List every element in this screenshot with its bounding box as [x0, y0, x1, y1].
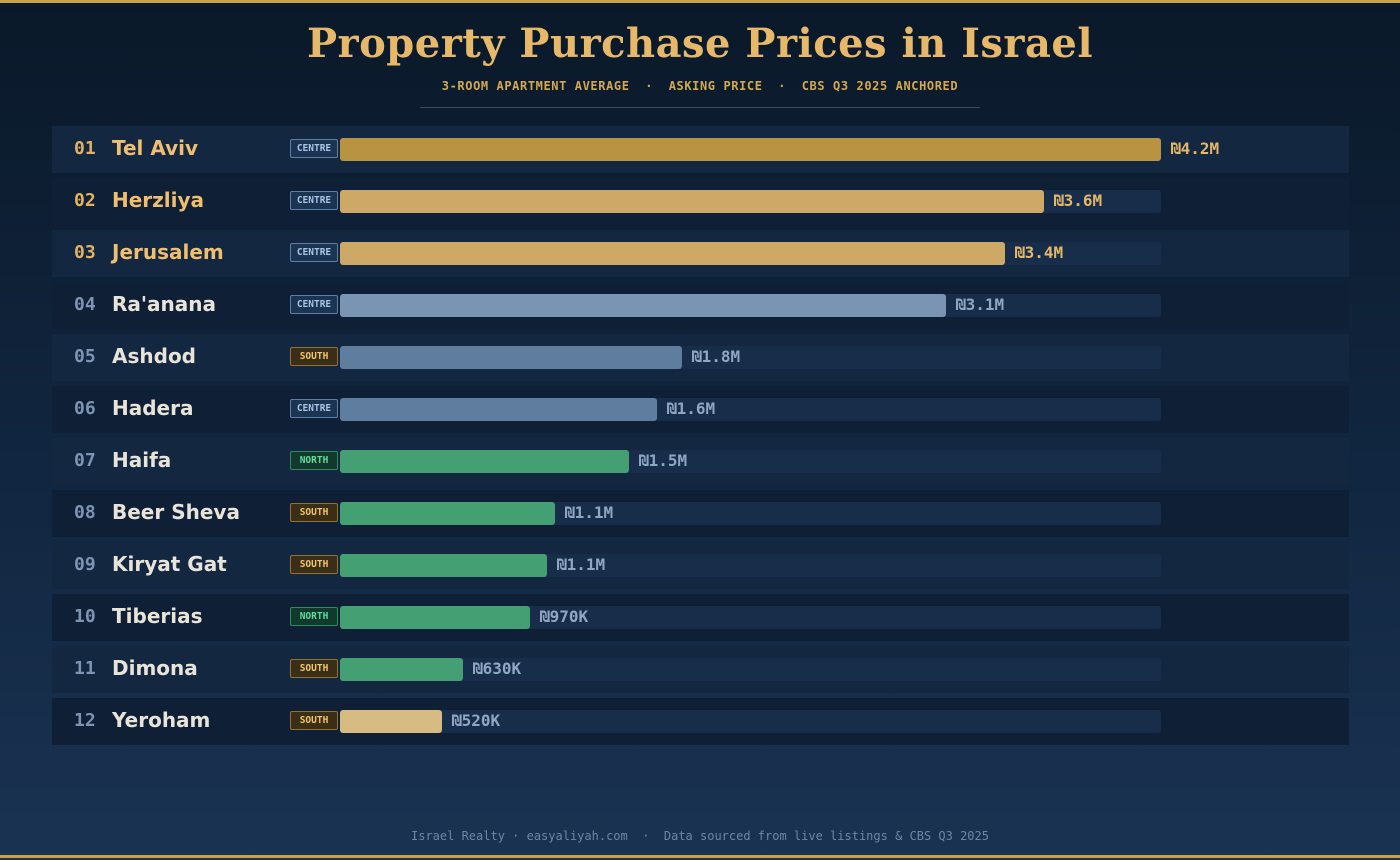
bar	[340, 502, 555, 525]
region-badge: CENTRE	[290, 399, 338, 418]
chart-row: 09 Kiryat Gat SOUTH ₪1.1M	[52, 542, 1349, 589]
chart-row: 10 Tiberias NORTH ₪970K	[52, 594, 1349, 641]
rank-label: 10	[74, 606, 96, 627]
rank-label: 09	[74, 554, 96, 575]
bar-track	[340, 606, 1161, 629]
bar	[340, 710, 442, 733]
footer-note: Data sourced from live listings & CBS Q3…	[663, 829, 989, 843]
region-badge: SOUTH	[290, 503, 338, 522]
footer: Israel Realty · easyaliyah.com · Data so…	[0, 829, 1400, 843]
rank-label: 04	[74, 294, 96, 315]
bottom-border	[0, 855, 1400, 858]
value-label: ₪1.1M	[565, 503, 614, 522]
rank-label: 02	[74, 190, 96, 211]
rank-label: 12	[74, 710, 96, 731]
top-border	[0, 0, 1400, 3]
rank-label: 06	[74, 398, 96, 419]
chart-row: 08 Beer Sheva SOUTH ₪1.1M	[52, 490, 1349, 537]
bar	[340, 398, 657, 421]
city-label: Ra'anana	[112, 292, 216, 316]
chart-subtitle: 3-ROOM APARTMENT AVERAGE · ASKING PRICE …	[0, 79, 1400, 93]
city-label: Dimona	[112, 656, 198, 680]
rank-label: 03	[74, 242, 96, 263]
region-badge: NORTH	[290, 451, 338, 470]
value-label: ₪1.6M	[667, 399, 716, 418]
value-label: ₪970K	[540, 607, 589, 626]
region-badge: CENTRE	[290, 243, 338, 262]
city-label: Tiberias	[112, 604, 203, 628]
rank-label: 08	[74, 502, 96, 523]
bar	[340, 346, 682, 369]
city-label: Ashdod	[112, 344, 196, 368]
chart-row: 07 Haifa NORTH ₪1.5M	[52, 438, 1349, 485]
chart-row: 05 Ashdod SOUTH ₪1.8M	[52, 334, 1349, 381]
rank-label: 05	[74, 346, 96, 367]
city-label: Beer Sheva	[112, 500, 240, 524]
rank-label: 11	[74, 658, 96, 679]
bar	[340, 554, 547, 577]
value-label: ₪3.6M	[1054, 191, 1103, 210]
value-label: ₪1.8M	[692, 347, 741, 366]
value-label: ₪630K	[473, 659, 522, 678]
city-label: Tel Aviv	[112, 136, 199, 160]
bar	[340, 190, 1044, 213]
rank-label: 07	[74, 450, 96, 471]
footer-brand: Israel Realty · easyaliyah.com	[411, 829, 628, 843]
value-label: ₪1.5M	[639, 451, 688, 470]
bar-track	[340, 710, 1161, 733]
rank-label: 01	[74, 138, 96, 159]
subtitle-basis: ASKING PRICE	[668, 79, 763, 93]
region-badge: SOUTH	[290, 347, 338, 366]
chart-row: 02 Herzliya CENTRE ₪3.6M	[52, 178, 1349, 225]
subtitle-separator: ·	[629, 79, 669, 93]
region-badge: CENTRE	[290, 295, 338, 314]
city-label: Herzliya	[112, 188, 205, 212]
bar	[340, 450, 629, 473]
city-label: Jerusalem	[112, 240, 224, 264]
bar	[340, 242, 1005, 265]
subtitle-metric: 3-ROOM APARTMENT AVERAGE	[441, 79, 630, 93]
chart-title: Property Purchase Prices in Israel	[306, 20, 1094, 67]
city-label: Kiryat Gat	[112, 552, 227, 576]
value-label: ₪520K	[452, 711, 501, 730]
value-label: ₪1.1M	[557, 555, 606, 574]
region-badge: CENTRE	[290, 191, 338, 210]
bar	[340, 606, 530, 629]
value-label: ₪4.2M	[1171, 139, 1220, 158]
chart-row: 11 Dimona SOUTH ₪630K	[52, 646, 1349, 693]
value-label: ₪3.1M	[956, 295, 1005, 314]
chart-row: 06 Hadera CENTRE ₪1.6M	[52, 386, 1349, 433]
city-label: Yeroham	[112, 708, 211, 732]
chart-row: 03 Jerusalem CENTRE ₪3.4M	[52, 230, 1349, 277]
region-badge: SOUTH	[290, 555, 338, 574]
subtitle-separator: ·	[762, 79, 802, 93]
bar-track	[340, 658, 1161, 681]
bar	[340, 294, 946, 317]
chart-row: 04 Ra'anana CENTRE ₪3.1M	[52, 282, 1349, 329]
region-badge: CENTRE	[290, 139, 338, 158]
chart-row: 01 Tel Aviv CENTRE ₪4.2M	[52, 126, 1349, 173]
chart-row: 12 Yeroham SOUTH ₪520K	[52, 698, 1349, 745]
bar	[340, 138, 1161, 161]
subtitle-source: CBS Q3 2025 ANCHORED	[801, 79, 959, 93]
region-badge: NORTH	[290, 607, 338, 626]
city-label: Haifa	[112, 448, 172, 472]
footer-separator: ·	[627, 829, 664, 843]
region-badge: SOUTH	[290, 711, 338, 730]
title-divider	[420, 107, 980, 108]
bar	[340, 658, 463, 681]
value-label: ₪3.4M	[1015, 243, 1064, 262]
city-label: Hadera	[112, 396, 194, 420]
region-badge: SOUTH	[290, 659, 338, 678]
